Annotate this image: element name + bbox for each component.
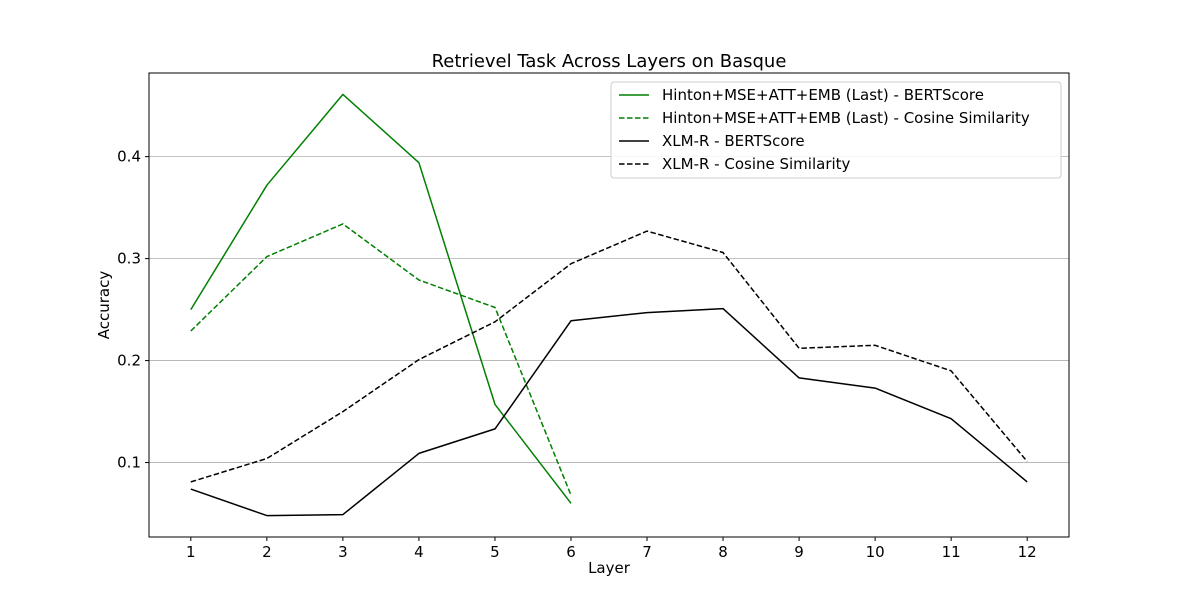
series-line-2 (190, 223, 572, 496)
x-tick-label: 3 (338, 543, 348, 561)
y-tick-label: 0.2 (117, 352, 141, 370)
legend-box (610, 81, 1062, 179)
x-tick-label: 6 (566, 543, 576, 561)
y-tick-label: 0.4 (117, 148, 141, 166)
y-tick-label: 0.1 (117, 454, 141, 472)
x-tick-label: 9 (794, 543, 804, 561)
x-tick-label: 11 (942, 543, 961, 561)
legend: Hinton+MSE+ATT+EMB (Last) - BERTScore Hin… (610, 81, 1062, 179)
chart-title: Retrievel Task Across Layers on Basque (432, 51, 787, 72)
gridlines (149, 156, 1069, 463)
x-tick-label: 4 (414, 543, 424, 561)
y-axis-label: Accuracy (95, 271, 113, 340)
series-line-1 (190, 93, 572, 504)
x-tick-label: 2 (262, 543, 272, 561)
y-tick-label: 0.3 (117, 250, 141, 268)
series-lines (190, 93, 1028, 517)
x-tick-label: 10 (866, 543, 885, 561)
legend-label: Hinton+MSE+ATT+EMB (Last) - Cosine Simil… (662, 109, 1030, 127)
x-tick-label: 1 (186, 543, 196, 561)
legend-label: XLM-R - BERTScore (662, 132, 805, 150)
x-axis: 1 2 3 4 5 6 7 8 9 10 11 12 (186, 537, 1037, 561)
x-tick-label: 7 (642, 543, 652, 561)
series-line-4 (190, 230, 1028, 483)
series-line-3 (190, 307, 1028, 517)
legend-label: XLM-R - Cosine Similarity (662, 155, 851, 173)
legend-label: Hinton+MSE+ATT+EMB (Last) - BERTScore (662, 86, 984, 104)
plot-frame (148, 72, 1070, 538)
x-tick-label: 5 (490, 543, 500, 561)
x-tick-label: 12 (1018, 543, 1037, 561)
y-axis: 0.1 0.2 0.3 0.4 (117, 148, 149, 472)
x-axis-label: Layer (588, 559, 631, 577)
x-tick-label: 8 (718, 543, 728, 561)
